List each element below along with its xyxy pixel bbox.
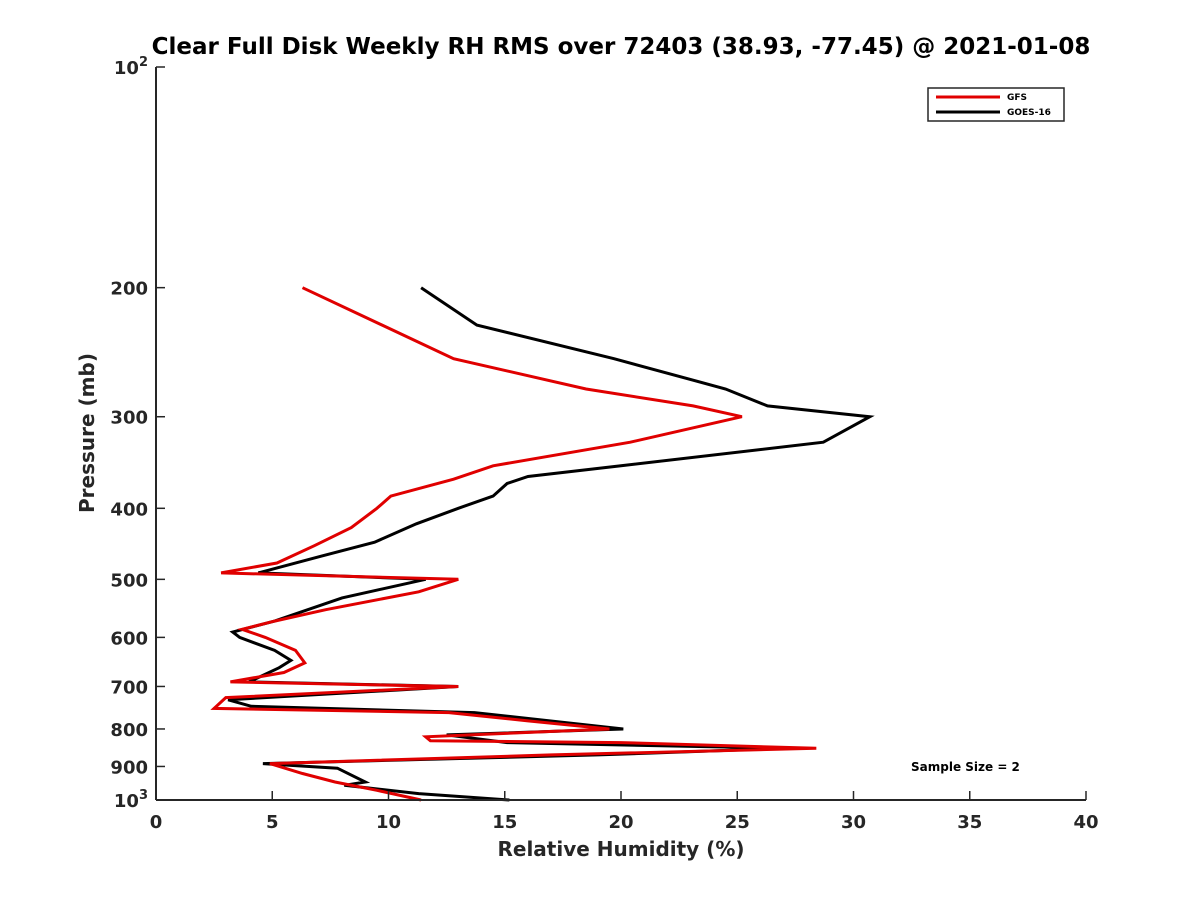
x-tick-label: 30	[841, 812, 866, 833]
chart-title: Clear Full Disk Weekly RH RMS over 72403…	[152, 34, 1091, 60]
x-ticks: 0 5 10 15 20 25 30 35 40	[150, 791, 1099, 833]
legend: GFS GOES-16	[927, 87, 1065, 122]
y-tick-label: 103	[114, 788, 148, 812]
y-tick-label: 300	[110, 408, 148, 429]
y-tick-label: 700	[110, 677, 148, 698]
y-ticks: 102 200 300 400 500 600 700 800 900 103	[110, 55, 165, 812]
x-tick-label: 15	[492, 812, 517, 833]
legend-label-goes-16: GOES-16	[1007, 108, 1051, 118]
x-tick-label: 35	[957, 812, 982, 833]
y-axis-label: Pressure (mb)	[75, 353, 99, 513]
x-tick-label: 40	[1073, 812, 1098, 833]
legend-box	[927, 87, 1065, 122]
x-tick-label: 5	[266, 812, 279, 833]
y-tick-label: 900	[110, 757, 148, 778]
y-tick-label: 800	[110, 720, 148, 741]
x-axis-label: Relative Humidity (%)	[497, 837, 744, 861]
y-tick-label: 200	[110, 279, 148, 300]
y-tick-label: 600	[110, 628, 148, 649]
legend-label-gfs: GFS	[1007, 93, 1027, 103]
sample-size-annotation: Sample Size = 2	[911, 760, 1020, 774]
y-tick-label: 400	[110, 499, 148, 520]
x-tick-label: 25	[725, 812, 750, 833]
x-tick-label: 10	[376, 812, 401, 833]
series-line-gfs	[210, 286, 817, 802]
y-tick-label: 500	[110, 570, 148, 591]
x-tick-label: 0	[150, 812, 163, 833]
plot-area-box	[156, 67, 1086, 800]
x-tick-label: 20	[608, 812, 633, 833]
y-tick-label: 102	[114, 55, 148, 79]
series-layer	[210, 286, 875, 802]
